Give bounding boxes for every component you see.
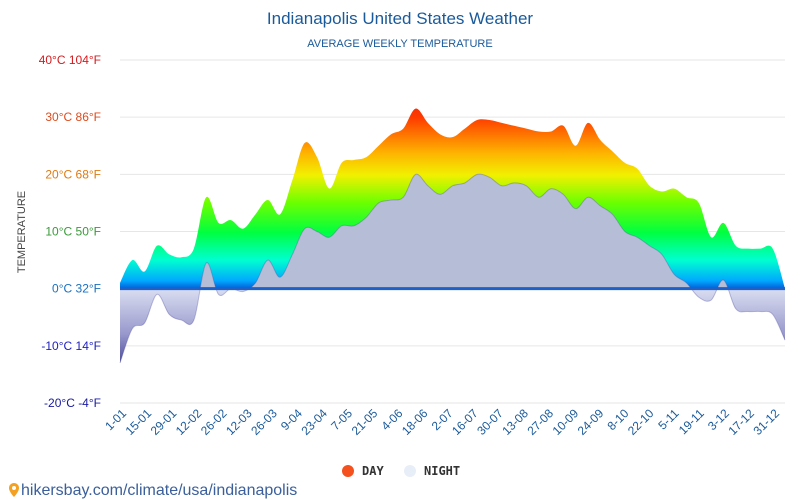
y-tick-label: 0°C 32°F [52, 282, 101, 296]
chart-title: Indianapolis United States Weather [267, 9, 534, 28]
x-tick-label: 31-12 [751, 406, 783, 438]
x-tick-label: 12-02 [173, 406, 205, 438]
x-tick-label: 10-09 [550, 406, 582, 438]
y-axis-label: TEMPERATURE [16, 191, 28, 273]
x-tick-label: 16-07 [449, 406, 481, 438]
x-tick-label: 24-09 [575, 406, 607, 438]
y-axis-ticks: 40°C 104°F 30°C 86°F 20°C 68°F 10°C 50°F 0°C… [39, 53, 101, 410]
legend-item-night[interactable]: NIGHT [404, 464, 460, 478]
legend-day-label: DAY [362, 464, 384, 478]
x-tick-label: 13-08 [499, 406, 531, 438]
series-area-night [120, 174, 785, 363]
y-tick-label: 30°C 86°F [45, 110, 101, 124]
legend: DAY NIGHT [342, 464, 460, 478]
y-tick-label: -10°C 14°F [41, 339, 101, 353]
map-pin-icon [9, 483, 19, 497]
series-area-night-overlay [200, 174, 729, 289]
y-tick-label: 20°C 68°F [45, 167, 101, 181]
series-layer [119, 108, 786, 364]
x-tick-label: 29-01 [148, 406, 180, 438]
x-tick-label: 17-12 [725, 406, 757, 438]
legend-night-marker [404, 465, 416, 477]
x-tick-label: 22-10 [625, 406, 657, 438]
chart-subtitle: AVERAGE WEEKLY TEMPERATURE [307, 38, 492, 50]
x-tick-label: 21-05 [349, 406, 381, 438]
x-tick-label: 23-04 [298, 406, 330, 438]
y-tick-label: 10°C 50°F [45, 225, 101, 239]
source-link[interactable]: hikersbay.com/climate/usa/indianapolis [9, 482, 297, 499]
source-url: hikersbay.com/climate/usa/indianapolis [21, 482, 297, 499]
x-tick-label: 12-03 [223, 406, 255, 438]
x-tick-label: 19-11 [676, 406, 707, 437]
x-tick-label: 18-06 [399, 406, 431, 438]
x-tick-label: 26-02 [198, 406, 230, 438]
x-tick-label: 30-07 [474, 406, 506, 438]
x-tick-label: 27-08 [525, 406, 557, 438]
x-axis-ticks: 1-0115-0129-0112-0226-0212-0326-039-0423… [102, 406, 782, 438]
legend-day-marker [342, 465, 354, 477]
y-tick-label: -20°C -4°F [44, 396, 101, 410]
x-tick-label: 15-01 [123, 406, 155, 438]
x-tick-label: 26-03 [248, 406, 280, 438]
legend-item-day[interactable]: DAY [342, 464, 384, 478]
legend-night-label: NIGHT [424, 464, 460, 478]
y-tick-label: 40°C 104°F [39, 53, 101, 67]
